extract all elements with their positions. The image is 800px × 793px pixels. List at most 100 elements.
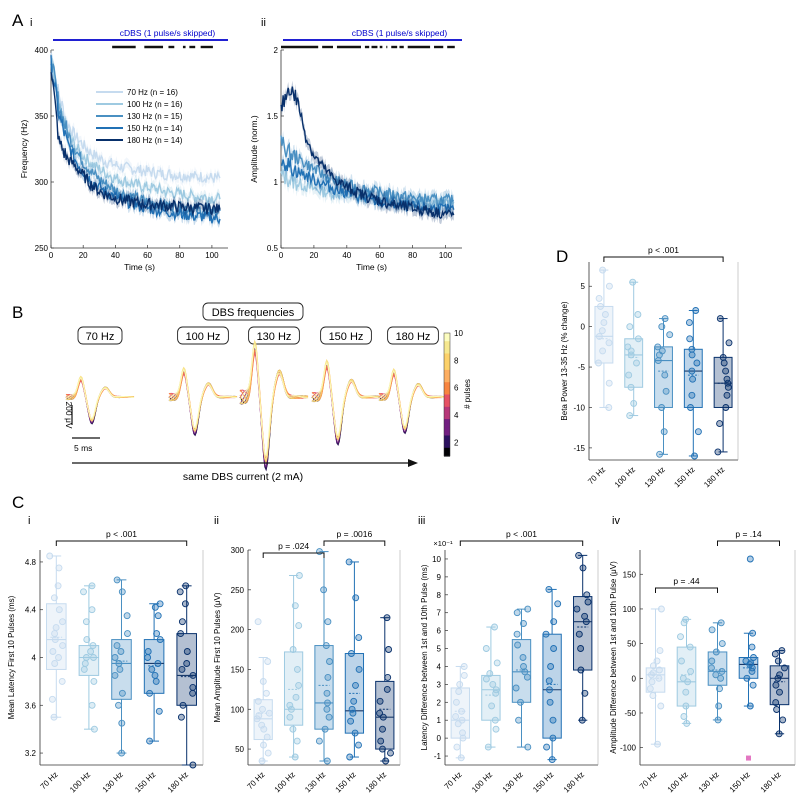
data-point (693, 359, 701, 367)
y-axis-label: Mean Amplitude First 10 Pulses (μV) (213, 592, 222, 722)
colorbar-segment (444, 378, 450, 383)
data-point (382, 757, 390, 765)
data-point (89, 642, 97, 650)
y-tick-label: 0.5 (267, 244, 279, 253)
data-point (457, 754, 465, 762)
x-tick-label: 100 Hz (68, 770, 92, 793)
data-point (547, 663, 555, 670)
y-tick-label: 250 (35, 244, 49, 253)
waveform-trace (168, 368, 237, 432)
x-tick-label: 40 (342, 251, 351, 260)
data-point (355, 665, 363, 673)
data-point (550, 645, 558, 652)
data-point (545, 585, 553, 593)
cdbs-title: cDBS (1 pulse/s skipped) (352, 28, 448, 38)
colorbar-tick-label: 4 (454, 411, 459, 420)
colorbar-segment (444, 398, 450, 404)
waveform-trace (311, 359, 381, 440)
data-point (666, 331, 674, 339)
data-point (725, 339, 733, 347)
data-point (688, 367, 696, 375)
x-tick-label: 180 Hz (166, 770, 190, 793)
sub-label-c-iv: iv (612, 515, 620, 527)
chart-a-i: 0 20 40 60 80 100 250 300 350 400 Time (s) Frequenc… (19, 28, 228, 272)
amp-scalebar-label: 200 μV (64, 401, 74, 428)
data-point (595, 359, 602, 367)
data-point (123, 612, 131, 620)
y-tick-label: 2 (437, 698, 442, 707)
x-tick-label: 0 (279, 251, 284, 260)
data-point (654, 357, 662, 365)
data-point (156, 636, 164, 644)
data-point (630, 399, 638, 407)
waveform-trace (311, 366, 381, 441)
data-point (774, 674, 782, 682)
data-point (646, 685, 654, 693)
box (676, 646, 697, 707)
data-point (746, 555, 754, 563)
data-point (661, 371, 669, 379)
data-point (575, 630, 583, 638)
y-tick-label: 1 (437, 716, 442, 725)
data-point (661, 315, 669, 323)
significance-bracket (603, 256, 724, 262)
data-point (88, 606, 96, 614)
sub-label-c-ii: ii (214, 515, 219, 527)
data-point (662, 387, 670, 395)
x-tick-label: 130 Hz (643, 465, 667, 489)
data-point (183, 660, 191, 667)
data-point (688, 351, 696, 359)
legend-label: 70 Hz (n = 16) (127, 88, 178, 97)
x-tick-label: 180 Hz (702, 465, 726, 489)
series-line (50, 58, 221, 205)
sub-label-a-ii: ii (261, 17, 266, 29)
data-point (682, 688, 690, 696)
data-point (575, 551, 583, 559)
data-point (189, 761, 197, 769)
data-point (718, 667, 726, 675)
data-point (722, 404, 730, 411)
colorbar-segment (444, 361, 450, 367)
data-point (772, 699, 780, 707)
data-point (323, 689, 331, 697)
colorbar-segment (444, 431, 450, 437)
waveform-trace (378, 373, 448, 431)
y-axis-label: Amplitude (norm.) (249, 115, 259, 183)
data-point (583, 591, 591, 599)
x-tick-label: 150 Hz (531, 770, 555, 793)
data-point (658, 347, 666, 355)
y-tick-label: 6 (437, 627, 442, 636)
waveform-trace (311, 361, 381, 441)
x-tick-label: 20 (79, 251, 88, 260)
waveform-trace (378, 367, 448, 431)
y-tick-label: 0 (632, 674, 637, 683)
waveform-trace (239, 339, 309, 464)
data-point (80, 588, 87, 596)
sub-label-c-i: i (28, 515, 30, 527)
data-point (687, 667, 695, 675)
data-point (605, 379, 613, 387)
data-point (491, 716, 499, 724)
y-tick-label: 4 (437, 662, 442, 671)
data-point (54, 582, 62, 590)
data-point (649, 692, 657, 700)
data-point (90, 677, 98, 685)
data-point (113, 642, 121, 650)
data-point (523, 673, 531, 681)
y-tick-label: 7 (437, 609, 442, 618)
data-point (629, 278, 637, 286)
x-tick-label: 80 (408, 251, 417, 260)
colorbar-segment (444, 353, 450, 359)
series-line (50, 72, 221, 216)
data-point (51, 636, 59, 644)
x-tick-label: 100 Hz (666, 770, 690, 793)
colorbar-segment (444, 369, 450, 375)
current-label: same DBS current (2 mA) (183, 471, 303, 483)
y-tick-label: -5 (578, 363, 586, 372)
y-axis-label: Frequency (Hz) (19, 120, 29, 179)
data-point (315, 737, 323, 745)
y-tick-label: 4 (32, 654, 37, 663)
data-point (682, 615, 690, 623)
time-scalebar-label: 5 ms (74, 443, 92, 453)
data-point (350, 697, 358, 705)
